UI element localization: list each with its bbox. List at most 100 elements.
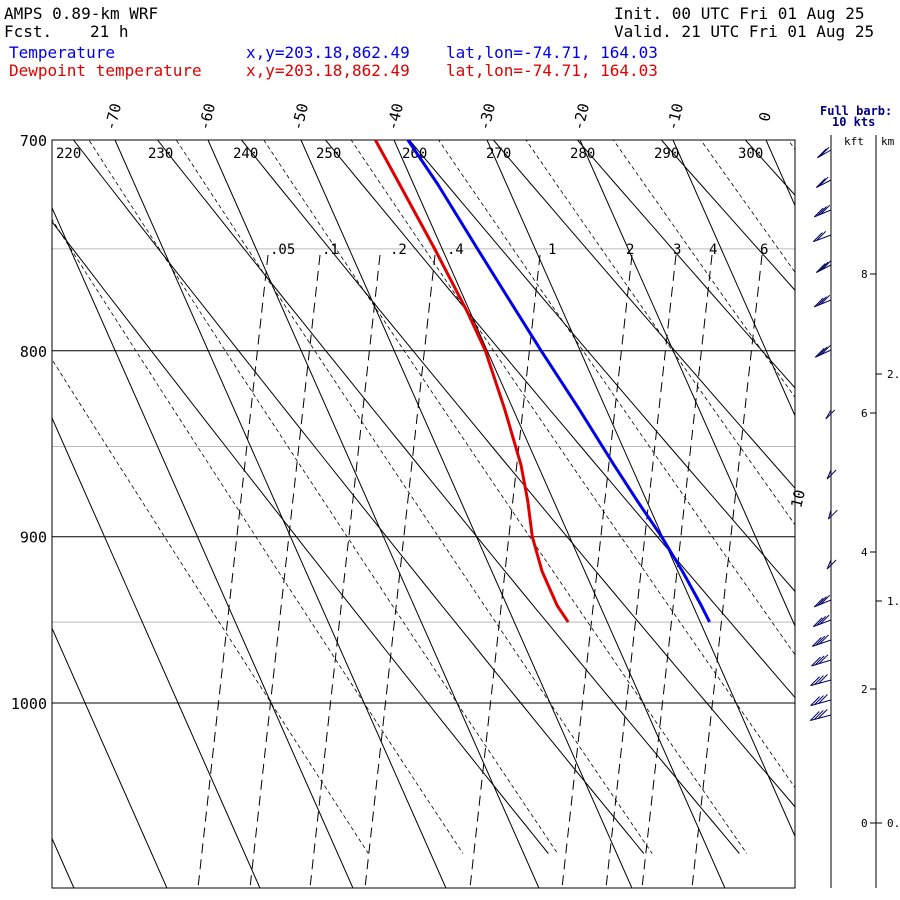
mixing-ratio-label: 1	[548, 242, 556, 258]
wind-barb-flag	[828, 509, 838, 520]
dry-adiabat-line	[492, 140, 795, 489]
wind-barb-staff	[811, 659, 832, 667]
temperature-tick-label: -20	[569, 101, 593, 132]
legend-dewpoint-latlon: lat,lon=-74.71, 164.03	[446, 61, 658, 80]
isotherm-line	[486, 140, 795, 838]
km-tick-label: 0.	[887, 817, 900, 830]
valid-time: Valid. 21 UTC Fri 01 Aug 25	[614, 22, 875, 41]
temperature-tick-label: -30	[475, 101, 499, 132]
wind-panel-title: Full barb:	[820, 104, 892, 118]
temperature-tick-label: -40	[383, 101, 407, 132]
kft-label: kft	[844, 135, 864, 148]
temperature-profile	[406, 139, 711, 623]
theta-label: 280	[570, 146, 595, 162]
wind-barb-staff	[810, 714, 832, 721]
init-time: Init. 00 UTC Fri 01 Aug 25	[614, 4, 865, 23]
wind-barb-flag	[818, 674, 828, 684]
wind-barb-flag	[813, 597, 824, 608]
mixing-ratio-label: .4	[447, 242, 464, 258]
wind-barb-staff	[810, 699, 832, 707]
wind-barb-flag	[819, 634, 829, 645]
mixing-ratio-label: 2	[626, 242, 634, 258]
wind-barb-staff	[812, 639, 832, 647]
theta-label: 300	[738, 146, 763, 162]
wind-barb-flag	[820, 345, 831, 355]
mixing-ratio-line	[605, 254, 677, 888]
temperature-tick-label: -10	[663, 101, 687, 132]
wind-barb-staff	[813, 619, 832, 628]
mixing-ratio-label: 4	[709, 242, 717, 258]
wind-barb-flag	[817, 346, 828, 357]
pressure-tick-label: 1000	[11, 695, 47, 713]
dry-adiabat-line	[576, 140, 795, 389]
wind-barb-flag	[812, 232, 823, 243]
wind-barb-flag	[820, 294, 831, 305]
kft-tick-label: 6	[861, 407, 868, 420]
isotherm-line	[52, 627, 168, 888]
forecast-value: 21 h	[90, 22, 129, 41]
wind-panel-subtitle: 10 kts	[832, 115, 875, 129]
moist-adiabat-line	[612, 140, 795, 398]
isotherm-line	[859, 140, 900, 888]
wind-barb-flag	[817, 206, 827, 216]
theta-label: 290	[654, 146, 679, 162]
wind-barb-staff	[815, 349, 832, 358]
moist-adiabat-line	[52, 218, 464, 854]
moist-adiabat-line	[700, 140, 795, 273]
kft-tick-label: 2	[861, 683, 868, 696]
temperature-tick-label: 0	[755, 110, 775, 123]
pressure-tick-label: 700	[20, 132, 47, 150]
km-label: km	[881, 135, 895, 148]
isotherm-line	[52, 206, 354, 888]
theta-label: 270	[486, 146, 511, 162]
wind-barb-flag	[811, 636, 822, 647]
wind-barb-flag	[820, 594, 831, 605]
mixing-ratio-line	[309, 254, 381, 888]
dry-adiabat-line	[156, 140, 740, 854]
pressure-tick-label: 900	[20, 529, 47, 547]
dry-adiabat-line	[324, 140, 795, 699]
wind-barb-flag	[815, 178, 826, 188]
wind-barb-flag	[819, 614, 830, 625]
wind-barb-flag	[818, 261, 829, 272]
wind-barb-staff	[826, 469, 832, 480]
dry-adiabat-line	[408, 140, 795, 593]
wind-barb-flag	[816, 616, 827, 626]
wind-barb-flag	[810, 676, 820, 687]
wind-barb-staff	[826, 559, 832, 570]
wind-barb-flag	[821, 260, 832, 270]
isotherm-line	[672, 140, 795, 418]
kft-tick-label: 8	[861, 268, 868, 281]
wind-barb-staff	[827, 509, 832, 520]
temperature-tick-label: 10	[787, 488, 809, 510]
wind-barb-flag	[818, 176, 829, 187]
mixing-ratio-line	[469, 254, 541, 888]
plot-frame	[51, 139, 796, 889]
legend-temperature-latlon: lat,lon=-74.71, 164.03	[446, 43, 658, 62]
isotherm-line	[207, 140, 540, 888]
wind-barb-flag	[826, 559, 837, 570]
isotherm-line	[114, 140, 447, 888]
legend-temperature-xy: x,y=203.18,862.49	[246, 43, 410, 62]
wind-barb-flag	[815, 635, 826, 646]
moist-adiabat-line	[438, 140, 795, 656]
temperature-tick-label: -70	[101, 101, 125, 132]
wind-barb-staff	[816, 179, 832, 188]
mixing-ratio-label: 3	[673, 242, 681, 258]
isotherm-line	[52, 416, 261, 888]
theta-label: 250	[316, 146, 341, 162]
km-tick-label: 1.	[887, 595, 900, 608]
moist-adiabat-line	[263, 140, 748, 854]
pressure-tick-label: 800	[20, 343, 47, 361]
wind-barb-flag	[815, 263, 826, 273]
mixing-ratio-line	[197, 254, 269, 888]
wind-barb-flag	[813, 297, 824, 308]
wind-barb-flag	[818, 654, 829, 665]
legend-dewpoint-xy: x,y=203.18,862.49	[246, 61, 410, 80]
wind-barb-staff	[817, 149, 832, 159]
wind-barb-flag	[816, 231, 827, 241]
dry-adiabat-line	[72, 140, 645, 854]
wind-barb-flag	[814, 695, 824, 705]
mixing-ratio-label: 6	[760, 242, 768, 258]
